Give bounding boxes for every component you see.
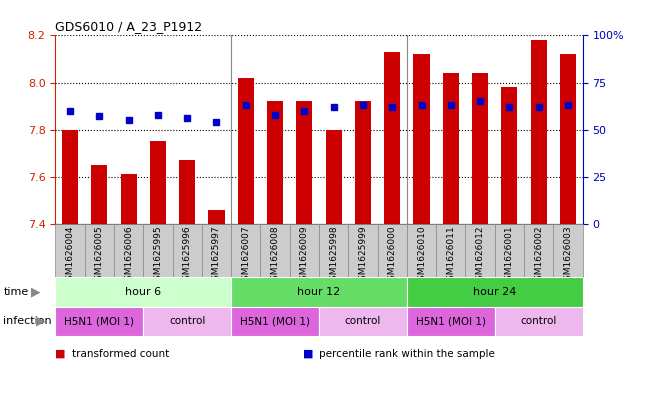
Bar [495, 307, 583, 336]
Bar [55, 224, 85, 277]
Text: control: control [521, 316, 557, 326]
Text: GSM1625996: GSM1625996 [183, 226, 191, 286]
Bar [407, 277, 583, 307]
Text: GSM1626011: GSM1626011 [447, 226, 455, 286]
Text: GSM1625999: GSM1625999 [359, 226, 367, 286]
Text: GSM1626003: GSM1626003 [564, 226, 572, 286]
Bar [355, 101, 371, 224]
Bar [120, 174, 137, 224]
Text: GSM1626004: GSM1626004 [66, 226, 74, 286]
Text: control: control [169, 316, 205, 326]
Text: GSM1626012: GSM1626012 [476, 226, 484, 286]
Text: GSM1625997: GSM1625997 [212, 226, 221, 286]
Text: GSM1625998: GSM1625998 [329, 226, 338, 286]
Text: GSM1626005: GSM1626005 [95, 226, 104, 286]
Text: H5N1 (MOI 1): H5N1 (MOI 1) [64, 316, 134, 326]
Text: GSM1626010: GSM1626010 [417, 226, 426, 286]
Text: GSM1626007: GSM1626007 [242, 226, 250, 286]
Text: GSM1626009: GSM1626009 [300, 226, 309, 286]
Bar [436, 224, 465, 277]
Bar [179, 160, 195, 224]
Text: hour 6: hour 6 [125, 287, 161, 297]
Text: GSM1626006: GSM1626006 [124, 226, 133, 286]
Bar [62, 130, 78, 224]
Text: H5N1 (MOI 1): H5N1 (MOI 1) [240, 316, 310, 326]
Bar [501, 87, 518, 224]
Bar [384, 52, 400, 224]
Text: hour 12: hour 12 [298, 287, 340, 297]
Text: ■: ■ [303, 349, 313, 359]
Text: ▶: ▶ [36, 315, 46, 328]
Bar [443, 73, 459, 224]
Bar [55, 307, 143, 336]
Bar [143, 224, 173, 277]
Text: GSM1626002: GSM1626002 [534, 226, 543, 286]
Bar [560, 54, 576, 224]
Bar [55, 277, 231, 307]
Bar [267, 101, 283, 224]
Text: GSM1626001: GSM1626001 [505, 226, 514, 286]
Text: time: time [3, 287, 29, 297]
Text: hour 24: hour 24 [473, 287, 516, 297]
Text: GSM1626008: GSM1626008 [271, 226, 279, 286]
Text: GSM1626000: GSM1626000 [388, 226, 396, 286]
Bar [85, 224, 114, 277]
Text: infection: infection [3, 316, 52, 326]
Bar [143, 307, 231, 336]
Bar [260, 224, 290, 277]
Bar [231, 307, 319, 336]
Bar [407, 307, 495, 336]
Bar [91, 165, 107, 224]
Bar [319, 307, 407, 336]
Bar [173, 224, 202, 277]
Bar [150, 141, 166, 224]
Bar [465, 224, 495, 277]
Bar [553, 224, 583, 277]
Bar [238, 78, 254, 224]
Bar [202, 224, 231, 277]
Bar [290, 224, 319, 277]
Bar [319, 224, 348, 277]
Bar [472, 73, 488, 224]
Text: H5N1 (MOI 1): H5N1 (MOI 1) [416, 316, 486, 326]
Bar [413, 54, 430, 224]
Bar [495, 224, 524, 277]
Text: ▶: ▶ [31, 285, 41, 298]
Bar [378, 224, 407, 277]
Bar [531, 40, 547, 224]
Text: ■: ■ [55, 349, 66, 359]
Bar [208, 210, 225, 224]
Bar [296, 101, 312, 224]
Bar [114, 224, 143, 277]
Text: transformed count: transformed count [72, 349, 169, 359]
Bar [524, 224, 553, 277]
Bar [407, 224, 436, 277]
Text: GSM1625995: GSM1625995 [154, 226, 162, 286]
Bar [231, 224, 260, 277]
Text: GDS6010 / A_23_P1912: GDS6010 / A_23_P1912 [55, 20, 202, 33]
Bar [231, 277, 407, 307]
Text: control: control [345, 316, 381, 326]
Bar [326, 130, 342, 224]
Text: percentile rank within the sample: percentile rank within the sample [319, 349, 495, 359]
Bar [348, 224, 378, 277]
